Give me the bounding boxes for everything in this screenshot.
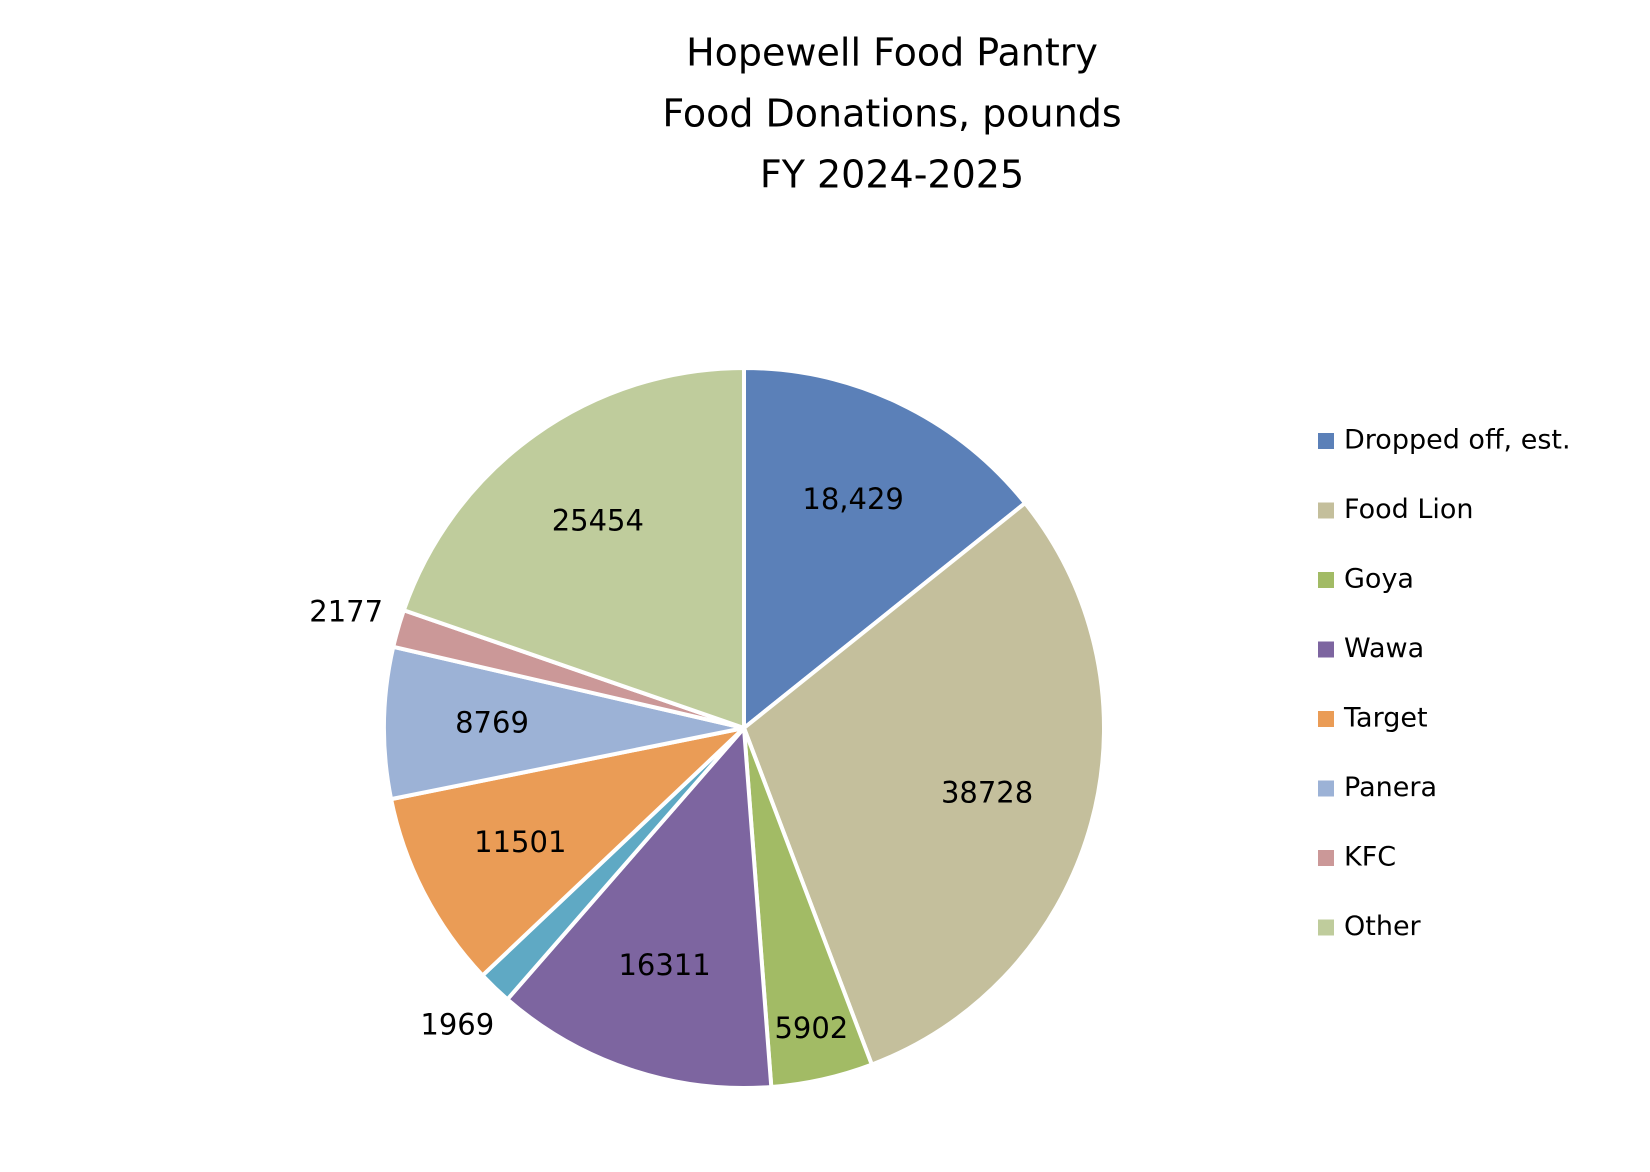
legend-swatch — [1318, 502, 1334, 519]
data-label: 16311 — [618, 948, 710, 982]
pie-slice — [742, 501, 1106, 1067]
chart-title: Hopewell Food Pantry — [686, 31, 1098, 75]
legend-label: Food Lion — [1344, 494, 1474, 525]
data-label: 18,429 — [802, 482, 903, 516]
legend-swatch — [1318, 919, 1334, 936]
pie-slice — [742, 366, 1028, 730]
legend-swatch — [1318, 850, 1334, 866]
data-label: 38728 — [941, 775, 1033, 809]
chart-title: Food Donations, pounds — [662, 92, 1121, 136]
legend-label: Panera — [1344, 772, 1437, 803]
data-label: 5902 — [774, 1011, 848, 1045]
data-label: 25454 — [552, 504, 644, 538]
chart-title: FY 2024-2025 — [760, 153, 1024, 197]
legend-swatch — [1318, 433, 1334, 449]
legend-swatch — [1318, 641, 1334, 658]
data-label: 2177 — [309, 594, 383, 628]
legend-label: KFC — [1344, 842, 1396, 873]
pie-slice — [505, 726, 774, 1090]
legend-swatch — [1318, 572, 1334, 588]
legend-label: Dropped off, est. — [1344, 425, 1571, 456]
data-label: 11501 — [474, 825, 566, 859]
legend-label: Wawa — [1344, 633, 1424, 664]
data-label: 1969 — [420, 1008, 494, 1042]
legend-label: Goya — [1344, 564, 1414, 595]
legend-swatch — [1318, 711, 1334, 727]
data-label: 8769 — [455, 705, 529, 739]
pie-slice — [401, 366, 746, 730]
legend-label: Target — [1343, 703, 1428, 734]
pie-slice — [382, 644, 746, 802]
legend-swatch — [1318, 780, 1334, 797]
pie-slice — [389, 726, 746, 978]
legend-label: Other — [1344, 911, 1422, 942]
